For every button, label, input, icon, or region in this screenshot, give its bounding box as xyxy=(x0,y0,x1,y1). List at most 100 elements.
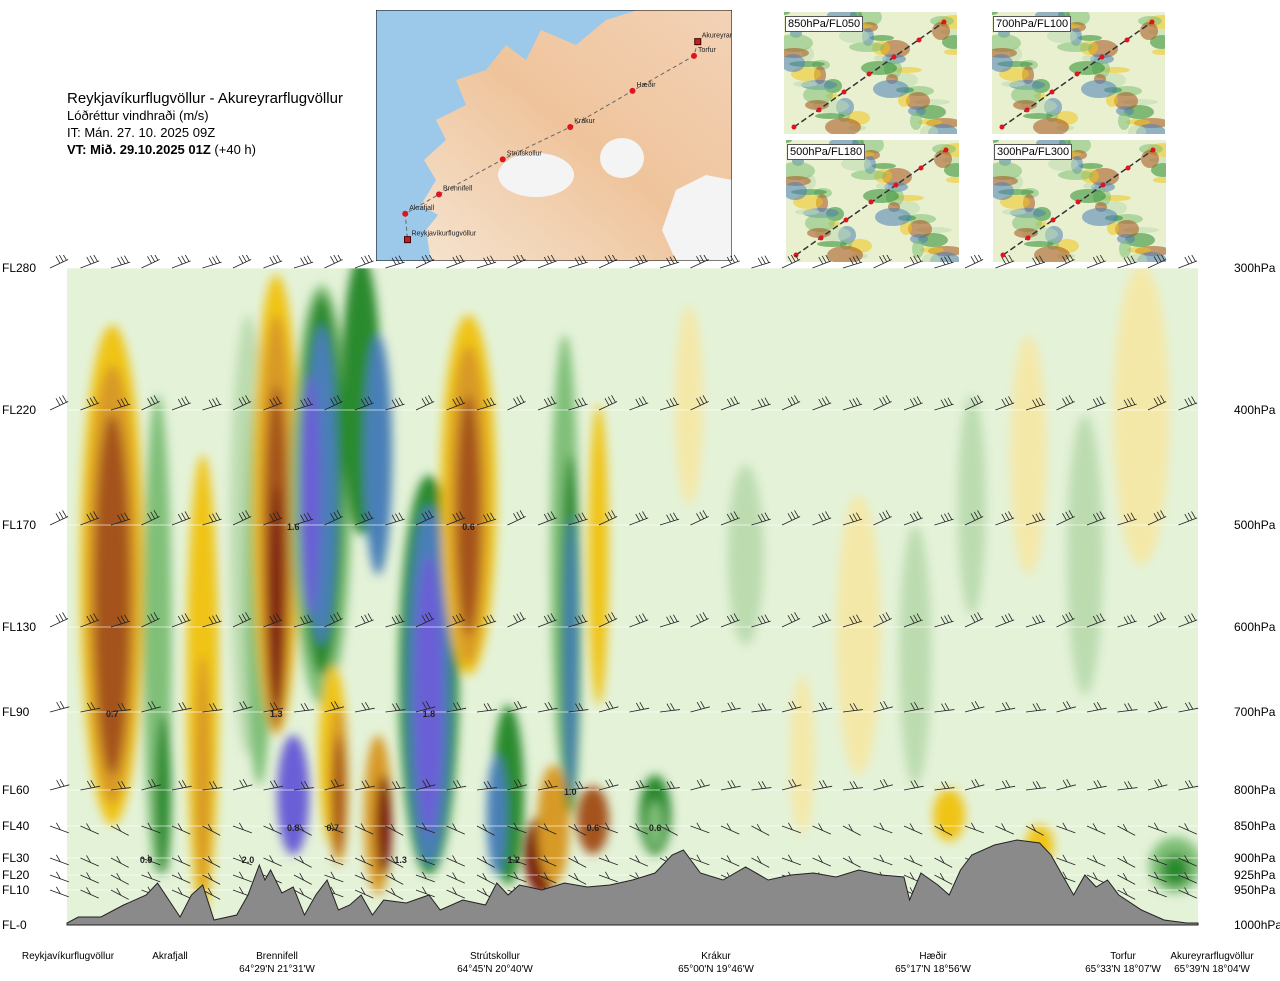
wind-barb xyxy=(842,403,863,411)
wind-barb xyxy=(568,518,588,526)
wind-barb-feather xyxy=(790,255,796,263)
wind-barb-feather xyxy=(673,512,678,520)
wind-barb-feather xyxy=(1001,780,1007,789)
wind-barb-feather xyxy=(177,887,183,895)
wind-barb-feather xyxy=(330,871,336,879)
wind-barb xyxy=(385,620,405,628)
wind-barb-feather xyxy=(726,513,732,522)
wind-barb-feather xyxy=(916,511,922,519)
wind-barb-feather xyxy=(334,779,339,787)
value-label: 1.8 xyxy=(423,709,436,719)
wind-barb-feather xyxy=(1153,615,1159,623)
wind-barb-feather xyxy=(269,780,275,789)
wind-barb xyxy=(49,259,69,269)
wind-barb-feather xyxy=(516,511,522,520)
wind-barb-feather xyxy=(761,398,766,406)
wind-barb-feather xyxy=(178,780,184,789)
wind-barb-feather xyxy=(1062,822,1068,830)
wind-barb-feather xyxy=(208,514,214,522)
wind-barb-feather xyxy=(669,398,675,406)
wind-barb-feather xyxy=(1122,855,1128,864)
wind-barb xyxy=(385,857,404,868)
hpa-tick-label: 1000hPa xyxy=(1234,918,1280,932)
wind-barb-feather xyxy=(390,855,396,864)
wind-barb-feather xyxy=(482,823,488,832)
wind-barb-feather xyxy=(513,398,518,406)
wind-barb xyxy=(598,825,618,834)
wind-barb-feather xyxy=(1032,399,1037,407)
wind-barb-feather xyxy=(455,614,461,622)
wind-barb xyxy=(537,825,557,835)
wind-barb-feather xyxy=(1127,703,1133,711)
wind-barb-feather xyxy=(459,511,464,519)
wind-barb-feather xyxy=(238,398,244,406)
thumbnail-map[interactable]: 850hPa/FL050 xyxy=(784,12,957,134)
wind-barb xyxy=(49,889,69,898)
wind-barb-feather xyxy=(818,702,824,711)
hpa-tick-label: 400hPa xyxy=(1234,403,1276,417)
thumbnail-label: 300hPa/FL300 xyxy=(994,144,1073,160)
wind-barb-feather xyxy=(421,822,427,830)
wind-barb xyxy=(263,619,283,628)
thumbnail-map[interactable]: 700hPa/FL100 xyxy=(992,12,1165,134)
wind-barb-feather xyxy=(336,510,342,518)
wind-barb-feather xyxy=(761,513,766,521)
wind-barb-feather xyxy=(1062,615,1067,623)
wind-barb-feather xyxy=(550,255,556,262)
wind-barb-feather xyxy=(181,397,186,405)
wind-barb-feather xyxy=(241,613,247,622)
wind-barb xyxy=(1086,517,1106,526)
wind-barb-feather xyxy=(702,510,708,518)
wind-barb-feather xyxy=(1156,613,1162,622)
wind-barb-feather xyxy=(818,780,824,789)
wind-barb-feather xyxy=(1191,255,1196,262)
wind-barb-feather xyxy=(452,887,457,895)
wind-barb-feather xyxy=(209,781,214,789)
wind-barb-feather xyxy=(90,780,96,788)
wind-barb xyxy=(598,516,618,526)
wind-barb-feather xyxy=(392,703,397,711)
wind-barb-feather xyxy=(1036,703,1041,711)
wind-barb xyxy=(263,402,283,411)
thumbnail-map[interactable]: 500hPa/FL180 xyxy=(786,140,959,262)
wind-barb-feather xyxy=(581,614,587,622)
wind-barb-feather xyxy=(1092,256,1098,265)
wind-barb xyxy=(568,857,587,868)
wind-barb-feather xyxy=(89,614,95,622)
wind-barb-feather xyxy=(58,511,64,520)
wind-barb-feather xyxy=(307,512,312,520)
wind-barb xyxy=(202,857,221,868)
wind-barb-feather xyxy=(666,257,671,265)
wind-barb-feather xyxy=(825,613,830,621)
wind-barb xyxy=(842,709,863,713)
wind-barb xyxy=(995,785,1016,791)
wind-barb xyxy=(507,259,526,269)
wind-barb-feather xyxy=(422,779,427,788)
wind-barb-feather xyxy=(849,514,854,522)
hpa-tick-label: 500hPa xyxy=(1234,518,1276,532)
thumbnail-map[interactable]: 300hPa/FL300 xyxy=(993,140,1166,262)
wind-barb xyxy=(934,518,954,526)
wind-barb-feather xyxy=(1191,396,1196,404)
field-blob xyxy=(375,775,392,875)
wind-barb-feather xyxy=(666,781,672,789)
wind-barb-feather xyxy=(581,397,587,405)
wind-barb xyxy=(690,516,709,526)
wind-barb xyxy=(1056,259,1075,269)
wind-barb xyxy=(354,402,374,411)
wind-barb-feather xyxy=(360,398,366,407)
wind-barb-feather xyxy=(635,702,641,711)
wind-barb-feather xyxy=(818,256,824,265)
wind-barb-feather xyxy=(513,871,519,879)
wind-barb-feather xyxy=(1032,514,1037,522)
wind-barb-feather xyxy=(1184,887,1189,895)
wind-barb-feather xyxy=(93,511,98,519)
station-label: Reykjavíkurflugvöllur xyxy=(21,951,115,962)
wind-barb-feather xyxy=(1004,397,1010,405)
wind-barb-feather xyxy=(790,396,796,405)
wind-barb-feather xyxy=(273,702,279,710)
wind-barb xyxy=(171,785,192,791)
wind-barb-feather xyxy=(886,255,891,261)
wind-barb xyxy=(476,518,497,526)
wind-barb-feather xyxy=(1127,256,1132,264)
